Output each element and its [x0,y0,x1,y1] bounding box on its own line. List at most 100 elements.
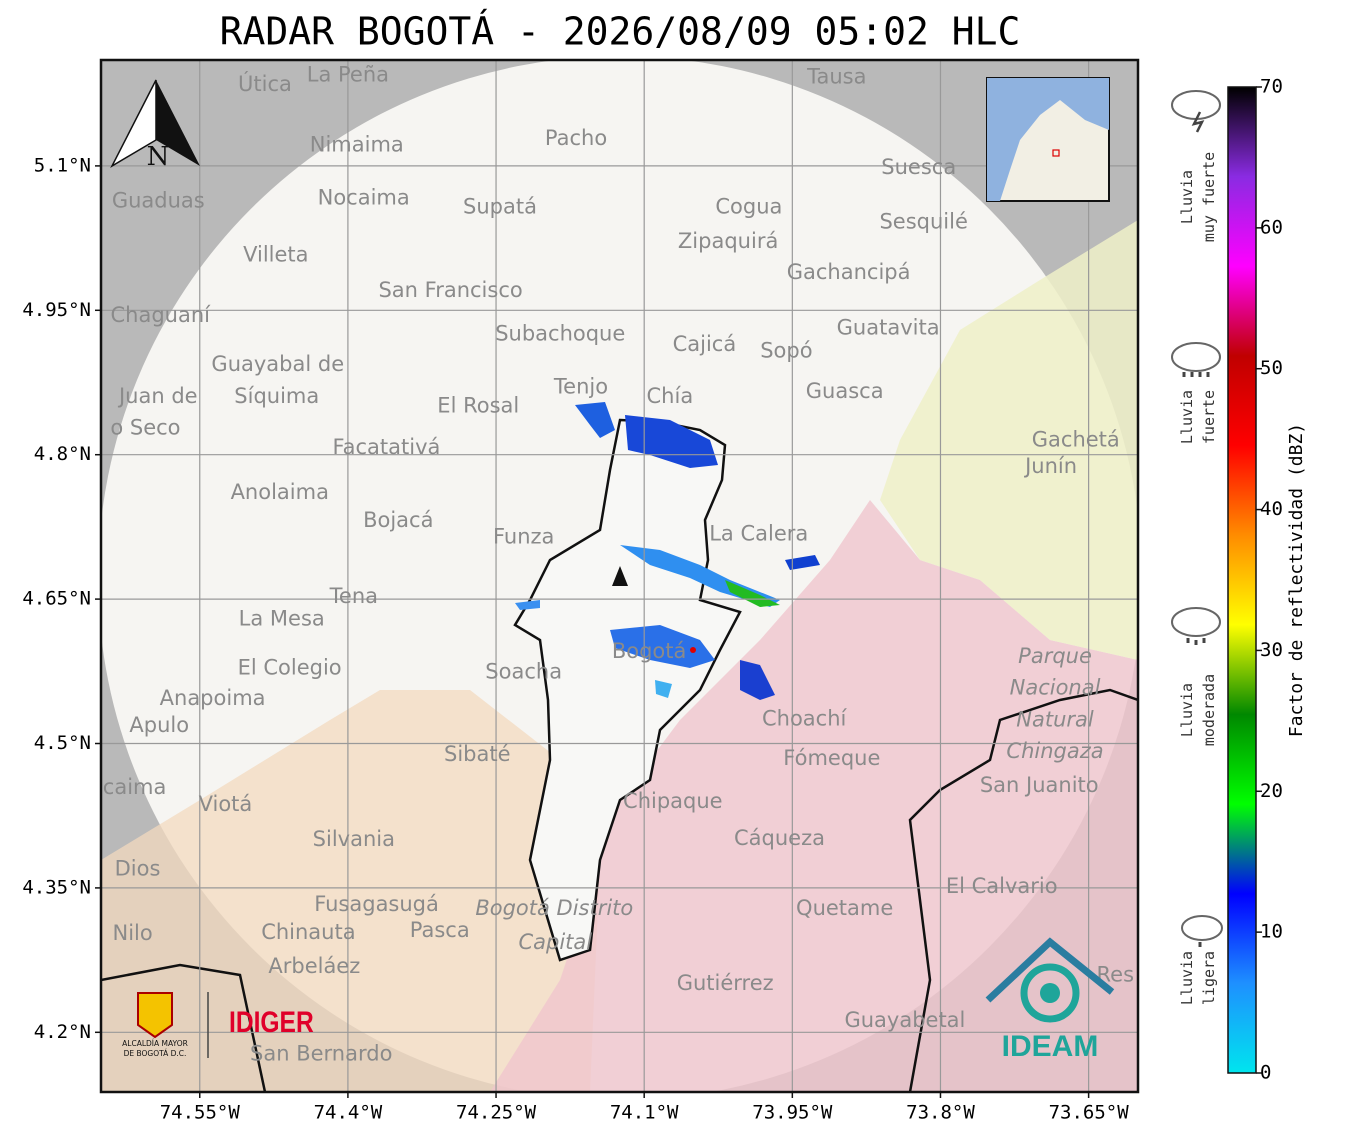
colorbar-tick-label: 40 [1260,498,1283,520]
logo-alcaldia: ALCALDÍA MAYOR DE BOGOTÁ D.C. [122,992,209,1058]
y-tick-label: 4.2°N [34,1021,91,1043]
alcaldia-text: ALCALDÍA MAYOR [122,1039,188,1048]
legend-label: fuerte [1200,390,1218,444]
colorbar: Factor de reflectividad (dBZ) 0 10 20 30 40 5… [1227,76,1307,1084]
region-pink [490,500,1138,1092]
y-tick-label: 4.8°N [34,443,91,465]
y-tick-label: 5.1°N [34,154,91,176]
place-label: Nilo [112,921,152,945]
echo [725,580,780,607]
legend-label: muy fuerte [1200,152,1218,242]
place-label: San Bernardo [250,1041,392,1065]
x-tick-label: 73.65°W [1049,1102,1130,1124]
place-label: Cáqueza [734,826,825,850]
place-label: Choachí [762,706,848,730]
place-label: Sesquilé [879,210,967,234]
place-label: Pacho [545,126,607,150]
x-tick-label: 73.95°W [752,1102,833,1124]
place-label: La Mesa [239,606,325,630]
echo [740,660,775,700]
place-label: El Rosal [437,394,519,418]
region-tan [101,690,600,1092]
map: Útica La Peña Tausa Pacho Nimaima Guaduas Noca… [101,60,1138,1092]
place-label: Supatá [463,194,537,218]
place-label: Pasca [410,918,470,942]
y-tick-label: 4.95°N [22,299,91,321]
place-label: Apulo [129,713,189,737]
place-label: Bogotá [612,639,687,663]
place-label: Fusagasugá [314,892,439,916]
x-tick-label: 74.1°W [610,1102,679,1124]
place-label: Tenjo [553,374,608,398]
place-label: o Seco [110,416,180,440]
place-label: Gachetá [1032,427,1120,451]
icon-heavy-rain [1171,342,1221,377]
echo [690,647,696,653]
place-label: Soacha [485,659,562,683]
colorbar-tick-label: 50 [1260,357,1283,379]
icon-light-rain [1181,915,1223,947]
colorbar-ramp [1227,86,1257,1074]
place-label: Chaguaní [111,303,212,327]
axes: 74.55°W 74.4°W 74.25°W 74.1°W 73.95°W 73.8°W 7… [22,154,1129,1123]
echo [610,625,715,668]
region-green [880,220,1138,660]
place-label: Capital [518,930,592,954]
place-label: Fómeque [783,746,880,770]
inset-marker [1052,149,1060,157]
place-label: Nimaima [310,133,404,157]
place-label: Parque [1018,644,1092,668]
place-label: Bojacá [363,508,433,532]
place-label: San Francisco [378,278,522,302]
place-label: Guayabal de [211,352,344,376]
place-label: Funza [493,524,554,548]
place-label: Guasca [806,379,884,403]
place-label: Junín [1023,454,1077,478]
place-label: La Peña [307,62,389,86]
x-tick-label: 73.8°W [906,1102,975,1124]
place-label: Dios [115,857,161,881]
place-label: Tausa [806,64,866,88]
colorbar-tick-label: 60 [1260,216,1283,238]
y-tick-label: 4.5°N [34,732,91,754]
echo [515,600,540,610]
x-tick-label: 74.55°W [160,1102,241,1124]
logo-idiger: IDIGER [229,1005,314,1039]
place-label: San Juanito [980,773,1099,797]
place-label: Nocaima [318,186,410,210]
shield-icon [137,992,173,1039]
x-tick-label: 74.25°W [456,1102,537,1124]
places: Útica La Peña Tausa Pacho Nimaima Guaduas Noca… [103,62,1134,1065]
colorbar-label: Factor de reflectividad (dBZ) [1286,423,1307,737]
place-label: La Calera [709,522,808,546]
grid [101,60,1138,1092]
dept-boundary [101,963,267,1092]
place-label: caima [103,775,167,799]
place-label: Cogua [715,194,782,218]
north-arrow-right [156,80,200,166]
colorbar-tick-label: 20 [1260,780,1283,802]
place-label: El Colegio [238,655,342,679]
ideam-swirl [1040,983,1060,1003]
place-label: Chinauta [261,920,355,944]
alcaldia-text: DE BOGOTÁ D.C. [124,1049,187,1058]
place-label: El Calvario [946,874,1058,898]
place-label: Arbeláez [268,954,360,978]
place-label: Silvania [313,827,395,851]
place-label: Chía [647,384,694,408]
icon-moderate-rain [1171,607,1221,645]
place-label: Guaduas [112,189,205,213]
legend-label: moderada [1200,674,1218,746]
place-label: Guayabetal [844,1008,965,1032]
place-label: Facatativá [332,435,440,459]
place-label: Viotá [199,792,253,816]
y-tick-label: 4.65°N [22,588,91,610]
legend-label: Lluvia [1178,683,1196,737]
place-label: Sopó [760,339,812,363]
inset-water [987,78,1109,201]
echo [785,555,820,570]
place-label: Villeta [243,242,308,266]
colorbar-tick-label: 70 [1260,76,1283,98]
